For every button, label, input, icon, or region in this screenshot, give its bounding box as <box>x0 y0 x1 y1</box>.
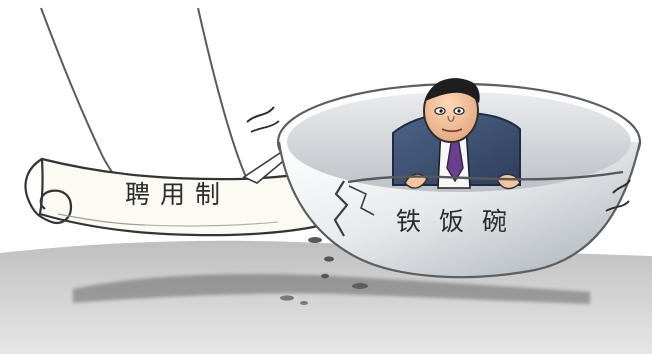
right-pupil <box>457 109 461 113</box>
bowl-fragment-1 <box>308 237 322 243</box>
bowl-fracture-branch <box>348 185 375 216</box>
bowl-fragment-5 <box>280 295 294 301</box>
bowl-fragment-2 <box>324 256 334 262</box>
scroll-curl <box>24 158 73 224</box>
scroll-crease <box>57 213 146 226</box>
nose <box>447 115 455 122</box>
scroll-right-curve <box>197 7 247 178</box>
bowl-fragment-6 <box>300 301 308 305</box>
bowl-crack-line <box>347 170 624 184</box>
bowl-left-fracture <box>333 180 349 237</box>
motion-mark-right <box>612 179 631 194</box>
bowl-fragment-4 <box>352 283 368 289</box>
scroll-label: 聘用制 <box>125 180 230 209</box>
motion-mark-left-2 <box>250 120 280 133</box>
ground-shadow <box>73 274 590 304</box>
bowl-fragment-3 <box>321 273 329 279</box>
mouth <box>441 128 463 133</box>
scroll-crease-2 <box>144 221 279 227</box>
left-pupil <box>439 109 443 113</box>
official-hair <box>425 78 480 103</box>
bowl-label: 铁饭碗 <box>396 207 525 236</box>
motion-mark-right-2 <box>605 200 630 212</box>
motion-mark-left <box>246 106 275 123</box>
